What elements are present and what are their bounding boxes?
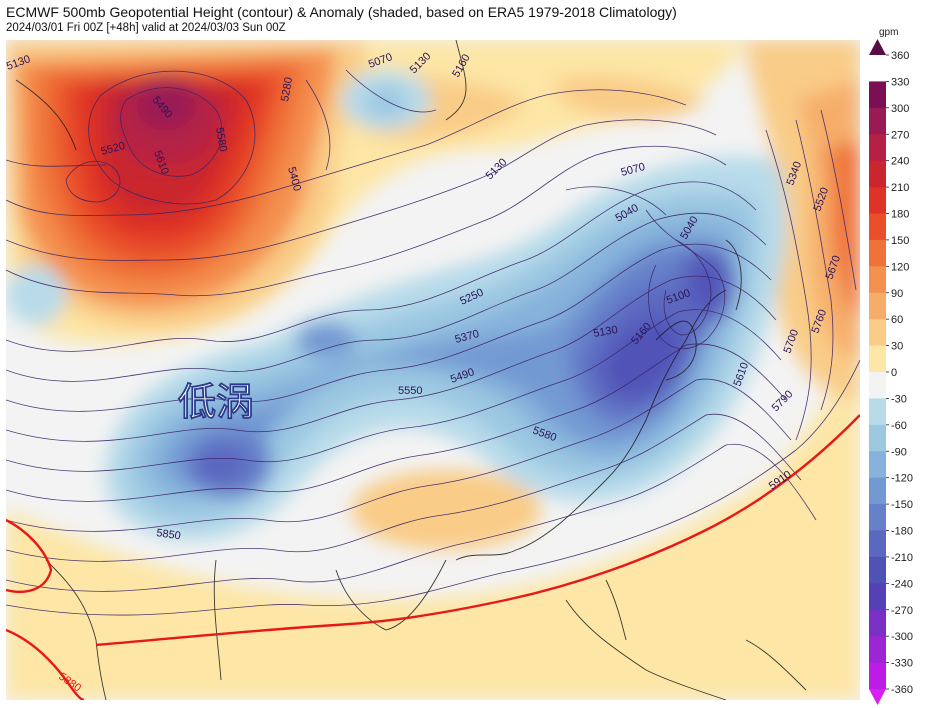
anomaly-map: 5130 5070 5130 5160 5490 5580 5610 5400 … bbox=[6, 40, 860, 700]
colorbar-tick-label: 270 bbox=[891, 129, 909, 141]
colorbar-swatch bbox=[869, 187, 886, 214]
colorbar-tick-label: 180 bbox=[891, 209, 909, 221]
colorbar-tick-label: 90 bbox=[891, 288, 903, 300]
colorbar-tick-label: -90 bbox=[891, 446, 907, 458]
colorbar-tick-label: -120 bbox=[891, 473, 913, 485]
colorbar-swatch bbox=[869, 398, 886, 426]
colorbar-tick-label: 210 bbox=[891, 182, 909, 194]
colorbar-tick-label: 330 bbox=[891, 76, 909, 88]
colorbar-swatch bbox=[869, 424, 886, 452]
contour-label: 5550 bbox=[398, 385, 422, 397]
colorbar-swatch bbox=[869, 213, 886, 241]
colorbar-tick-label: 30 bbox=[891, 341, 903, 353]
colorbar-swatch bbox=[869, 636, 886, 664]
colorbar-swatch bbox=[869, 134, 886, 162]
colorbar-swatch bbox=[869, 81, 886, 109]
colorbar-swatch bbox=[869, 239, 886, 267]
colorbar-tick-label: -360 bbox=[891, 684, 913, 696]
colorbar-top-arrow bbox=[869, 39, 886, 55]
colorbar-swatch bbox=[869, 292, 886, 320]
contour-label: 5280 bbox=[279, 76, 295, 102]
colorbar-tick-label: -270 bbox=[891, 605, 913, 617]
height-contour-5880 bbox=[6, 414, 860, 700]
colorbar: 3603303002702402101801501209060300-30-60… bbox=[869, 39, 913, 705]
colorbar-tick-label: -180 bbox=[891, 526, 913, 538]
colorbar-swatch bbox=[869, 477, 886, 505]
colorbar-tick-label: 0 bbox=[891, 367, 897, 379]
colorbar-tick-label: 150 bbox=[891, 235, 909, 247]
contour-label: 5130 bbox=[592, 324, 618, 340]
colorbar-swatch bbox=[869, 504, 886, 531]
low-vortex-annotation: 低涡 bbox=[178, 382, 254, 424]
colorbar-tick-label: 120 bbox=[891, 261, 909, 273]
contour-label: 5850 bbox=[156, 527, 182, 542]
contour-labels: 5130 5070 5130 5160 5490 5580 5610 5400 … bbox=[6, 50, 843, 694]
colorbar-unit: gpm bbox=[879, 27, 899, 38]
colorbar-tick-label: 300 bbox=[891, 103, 909, 115]
colorbar-tick-label: 360 bbox=[891, 50, 909, 62]
valid-time-subtitle: 2024/03/01 Fri 00Z [+48h] valid at 2024/… bbox=[6, 22, 286, 34]
colorbar-swatch bbox=[869, 556, 886, 584]
colorbar-tick-label: 60 bbox=[891, 314, 903, 326]
colorbar-swatch bbox=[869, 451, 886, 479]
colorbar-ticks: 3603303002702402101801501209060300-30-60… bbox=[886, 50, 913, 696]
colorbar-swatch bbox=[869, 530, 886, 558]
height-contours bbox=[6, 69, 860, 616]
colorbar-swatch bbox=[869, 609, 886, 637]
colorbar-bottom-arrow bbox=[869, 689, 886, 705]
colorbar-tick-label: -30 bbox=[891, 393, 907, 405]
colorbar-swatch bbox=[869, 266, 886, 294]
coastlines bbox=[15, 40, 807, 700]
chart-title: ECMWF 500mb Geopotential Height (contour… bbox=[6, 4, 677, 20]
colorbar-swatch bbox=[869, 107, 886, 135]
colorbar-swatch bbox=[869, 160, 886, 188]
contour-label: 5580 bbox=[213, 126, 229, 152]
colorbar-swatch bbox=[869, 345, 886, 373]
colorbar-tick-label: -240 bbox=[891, 578, 913, 590]
colorbar-tick-label: -330 bbox=[891, 658, 913, 670]
colorbar-tick-label: -150 bbox=[891, 499, 913, 511]
colorbar-swatches bbox=[869, 39, 886, 705]
colorbar-swatch bbox=[869, 583, 886, 611]
colorbar-swatch bbox=[869, 55, 886, 82]
colorbar-tick-label: -60 bbox=[891, 420, 907, 432]
colorbar-swatch bbox=[869, 662, 886, 690]
anomaly-shading bbox=[6, 40, 860, 700]
colorbar-tick-label: -210 bbox=[891, 552, 913, 564]
colorbar-swatch bbox=[869, 372, 886, 399]
colorbar-tick-label: -300 bbox=[891, 631, 913, 643]
colorbar-tick-label: 240 bbox=[891, 156, 909, 168]
colorbar-swatch bbox=[869, 319, 886, 347]
